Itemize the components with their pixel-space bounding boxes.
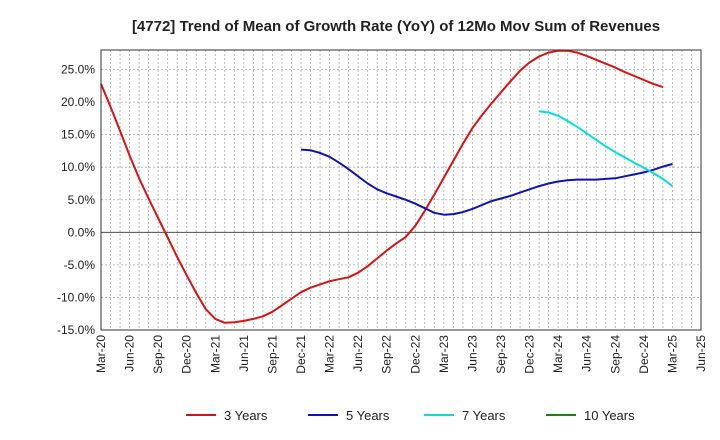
- x-tick-label: Sep-21: [265, 335, 279, 374]
- x-tick-label: Sep-22: [380, 335, 394, 374]
- x-tick-label: Dec-22: [408, 335, 422, 374]
- chart-title: [4772] Trend of Mean of Growth Rate (YoY…: [132, 18, 660, 35]
- x-tick-label: Dec-21: [294, 335, 308, 374]
- x-tick-label: Mar-22: [323, 335, 337, 373]
- legend-label-7-years: 7 Years: [462, 408, 506, 423]
- x-tick-label: Jun-24: [580, 335, 594, 372]
- x-tick-label: Mar-23: [437, 335, 451, 373]
- series-line-5-years: [300, 148, 673, 216]
- y-tick-label: 10.0%: [61, 160, 95, 174]
- x-tick-label: Sep-20: [151, 335, 165, 374]
- x-tick-label: Mar-20: [94, 335, 108, 373]
- y-tick-label: -5.0%: [64, 258, 96, 272]
- y-tick-label: 0.0%: [68, 225, 96, 239]
- y-axis-ticks: 25.0% 20.0% 15.0% 10.0% 5.0% 0.0% -5.0% -10.0% -…: [57, 63, 95, 337]
- legend-label-5-years: 5 Years: [346, 408, 390, 423]
- x-tick-label: Jun-21: [237, 335, 251, 372]
- y-tick-label: 20.0%: [61, 95, 95, 109]
- legend-label-3-years: 3 Years: [224, 408, 268, 423]
- x-tick-label: Jun-25: [694, 335, 708, 372]
- x-tick-label: Dec-24: [637, 335, 651, 374]
- x-tick-label: Jun-22: [351, 335, 365, 372]
- series-layer: [100, 49, 674, 324]
- x-tick-label: Jun-20: [123, 335, 137, 372]
- y-tick-label: -15.0%: [57, 323, 95, 337]
- x-axis-ticks: Mar-20 Jun-20 Sep-20 Dec-20 Mar-21 Jun-21 Sep-…: [94, 335, 708, 374]
- grid: [101, 50, 701, 330]
- series-line-7-years: [538, 110, 674, 187]
- x-tick-label: Mar-24: [551, 335, 565, 373]
- x-tick-label: Dec-23: [523, 335, 537, 374]
- plot-border: [100, 49, 702, 331]
- legend: 3 Years 5 Years 7 Years 10 Years: [186, 408, 635, 423]
- y-tick-label: 5.0%: [68, 193, 96, 207]
- series-line-3-years: [100, 49, 664, 324]
- x-tick-label: Sep-23: [494, 335, 508, 374]
- x-tick-label: Mar-21: [208, 335, 222, 373]
- y-tick-label: 15.0%: [61, 128, 95, 142]
- y-tick-label: 25.0%: [61, 63, 95, 77]
- x-tick-label: Jun-23: [465, 335, 479, 372]
- x-tick-label: Mar-25: [665, 335, 679, 373]
- x-tick-label: Sep-24: [608, 335, 622, 374]
- y-tick-label: -10.0%: [57, 290, 95, 304]
- legend-label-10-years: 10 Years: [584, 408, 635, 423]
- x-tick-label: Dec-20: [180, 335, 194, 374]
